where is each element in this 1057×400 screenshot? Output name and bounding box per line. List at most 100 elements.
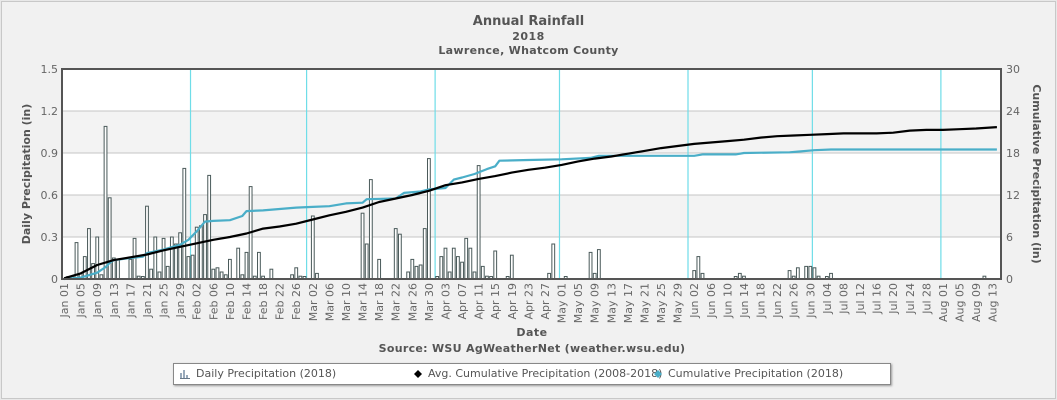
x-tick-label: Mar 14 (357, 283, 370, 321)
x-tick-label: May 01 (556, 283, 569, 323)
x-tick-label: Aug 13 (987, 283, 1000, 322)
daily-bar (182, 167, 187, 280)
x-tick-label: Feb 02 (191, 283, 204, 320)
daily-bar (418, 264, 423, 280)
daily-bar (377, 258, 382, 280)
daily-bar (456, 256, 460, 280)
x-tick-label: Jun 14 (738, 283, 751, 319)
x-tick-label: Jul 08 (838, 283, 851, 315)
x-tick-label: Jun 10 (721, 283, 734, 319)
daily-bar (414, 265, 419, 280)
x-tick-label: Aug 01 (937, 283, 950, 322)
legend-label-daily: Daily Precipitation (2018) (196, 367, 337, 380)
daily-bar (236, 247, 241, 280)
left-tick-label: 0.9 (41, 147, 59, 160)
daily-bar (198, 225, 203, 280)
black-diamond-icon (414, 370, 422, 378)
x-tick-label: May 25 (655, 283, 668, 323)
daily-bar (812, 267, 817, 280)
legend-item-daily[interactable]: Daily Precipitation (2018) (180, 367, 336, 380)
daily-bar (692, 270, 697, 280)
x-axis-ticks: Jan 01 Jan 05 Jan 09 Jan 13 Jan 17 Jan 21 Jan … (58, 283, 1000, 323)
daily-bar (397, 233, 402, 280)
x-tick-label: Jun 06 (705, 283, 718, 319)
daily-bar (178, 232, 183, 280)
x-tick-label: Jan 25 (158, 283, 171, 318)
x-tick-label: Jun 22 (771, 283, 784, 319)
daily-bar (493, 250, 498, 280)
x-tick-label: Feb 18 (257, 283, 270, 320)
plot-band (62, 69, 1001, 111)
legend-item-avg-cumulative[interactable]: Avg. Cumulative Precipitation (2008-2018… (414, 367, 662, 380)
x-tick-label: Apr 23 (522, 283, 535, 320)
chart-title: Annual Rainfall (472, 14, 585, 29)
legend-item-cumulative[interactable]: Cumulative Precipitation (2018) (654, 367, 843, 380)
daily-bar (190, 254, 195, 280)
source-label: Source: WSU AgWeatherNet (weather.wsu.ed… (379, 342, 686, 355)
left-tick-label: 0.6 (41, 189, 59, 202)
x-tick-label: Aug 05 (954, 283, 967, 322)
daily-bar (804, 265, 809, 280)
avg-cumulative-line (63, 126, 997, 280)
daily-bar (410, 258, 415, 280)
daily-bar (169, 236, 174, 280)
daily-bar (145, 205, 149, 280)
daily-bar (310, 215, 315, 280)
daily-bars (66, 125, 987, 280)
daily-bar (426, 158, 431, 280)
x-tick-label: Apr 15 (489, 283, 502, 320)
daily-bar (439, 256, 444, 280)
x-tick-label: Feb 10 (224, 283, 237, 320)
x-tick-label: May 13 (605, 283, 618, 323)
daily-bar (244, 251, 249, 280)
plot-border (61, 68, 1002, 280)
x-tick-label: Jul 28 (920, 283, 933, 315)
left-axis-ticks: 0 0.3 0.6 0.9 1.2 1.5 (41, 63, 59, 286)
daily-bar (787, 270, 792, 280)
daily-bar (186, 256, 191, 280)
x-tick-label: Apr 27 (539, 283, 552, 320)
daily-bar (422, 228, 427, 280)
x-tick-label: May 17 (622, 283, 635, 323)
daily-bar (696, 256, 701, 280)
daily-bar (219, 271, 224, 280)
x-tick-label: Jan 05 (75, 283, 88, 318)
gridlines (62, 110, 1001, 238)
daily-bar (107, 197, 112, 280)
x-tick-label: Jan 21 (141, 283, 154, 318)
y-axis-right-label: Cumulative Precipitation (in) (1030, 84, 1043, 263)
x-tick-label: Jun 18 (755, 283, 768, 319)
daily-bar (149, 268, 154, 280)
x-tick-label: May 21 (639, 283, 652, 323)
daily-bar (153, 236, 158, 280)
daily-bar (476, 165, 481, 280)
chart-legend: Daily Precipitation (2018) Avg. Cumulati… (173, 363, 891, 385)
daily-bar (472, 271, 477, 280)
daily-bar (211, 268, 216, 280)
bar-chart-icon (180, 370, 190, 379)
daily-bar (480, 265, 485, 280)
cumulative-lines (63, 126, 997, 281)
daily-bar (368, 179, 373, 280)
daily-bar (451, 247, 456, 280)
x-tick-label: Jul 16 (871, 283, 884, 315)
right-tick-label: 24 (1006, 105, 1020, 118)
x-tick-label: Jun 26 (788, 283, 801, 319)
plot-bands (62, 69, 1001, 279)
x-tick-label: Mar 18 (373, 283, 386, 321)
daily-bar (468, 247, 473, 280)
daily-bar (360, 212, 365, 280)
cyan-diamond-icon (654, 370, 662, 378)
y-axis-left-label: Daily Precipitation (in) (20, 104, 33, 245)
daily-bar (194, 226, 199, 280)
x-tick-label: Apr 11 (473, 283, 486, 320)
x-tick-label: Mar 06 (323, 283, 336, 321)
daily-bar (364, 243, 369, 280)
month-lines (189, 69, 942, 279)
x-tick-label: Apr 19 (506, 283, 519, 320)
x-tick-label: May 09 (589, 283, 602, 323)
daily-bar (447, 271, 452, 280)
daily-bar (103, 125, 108, 280)
x-tick-label: Mar 02 (307, 283, 320, 321)
x-tick-label: Jul 20 (887, 283, 900, 315)
